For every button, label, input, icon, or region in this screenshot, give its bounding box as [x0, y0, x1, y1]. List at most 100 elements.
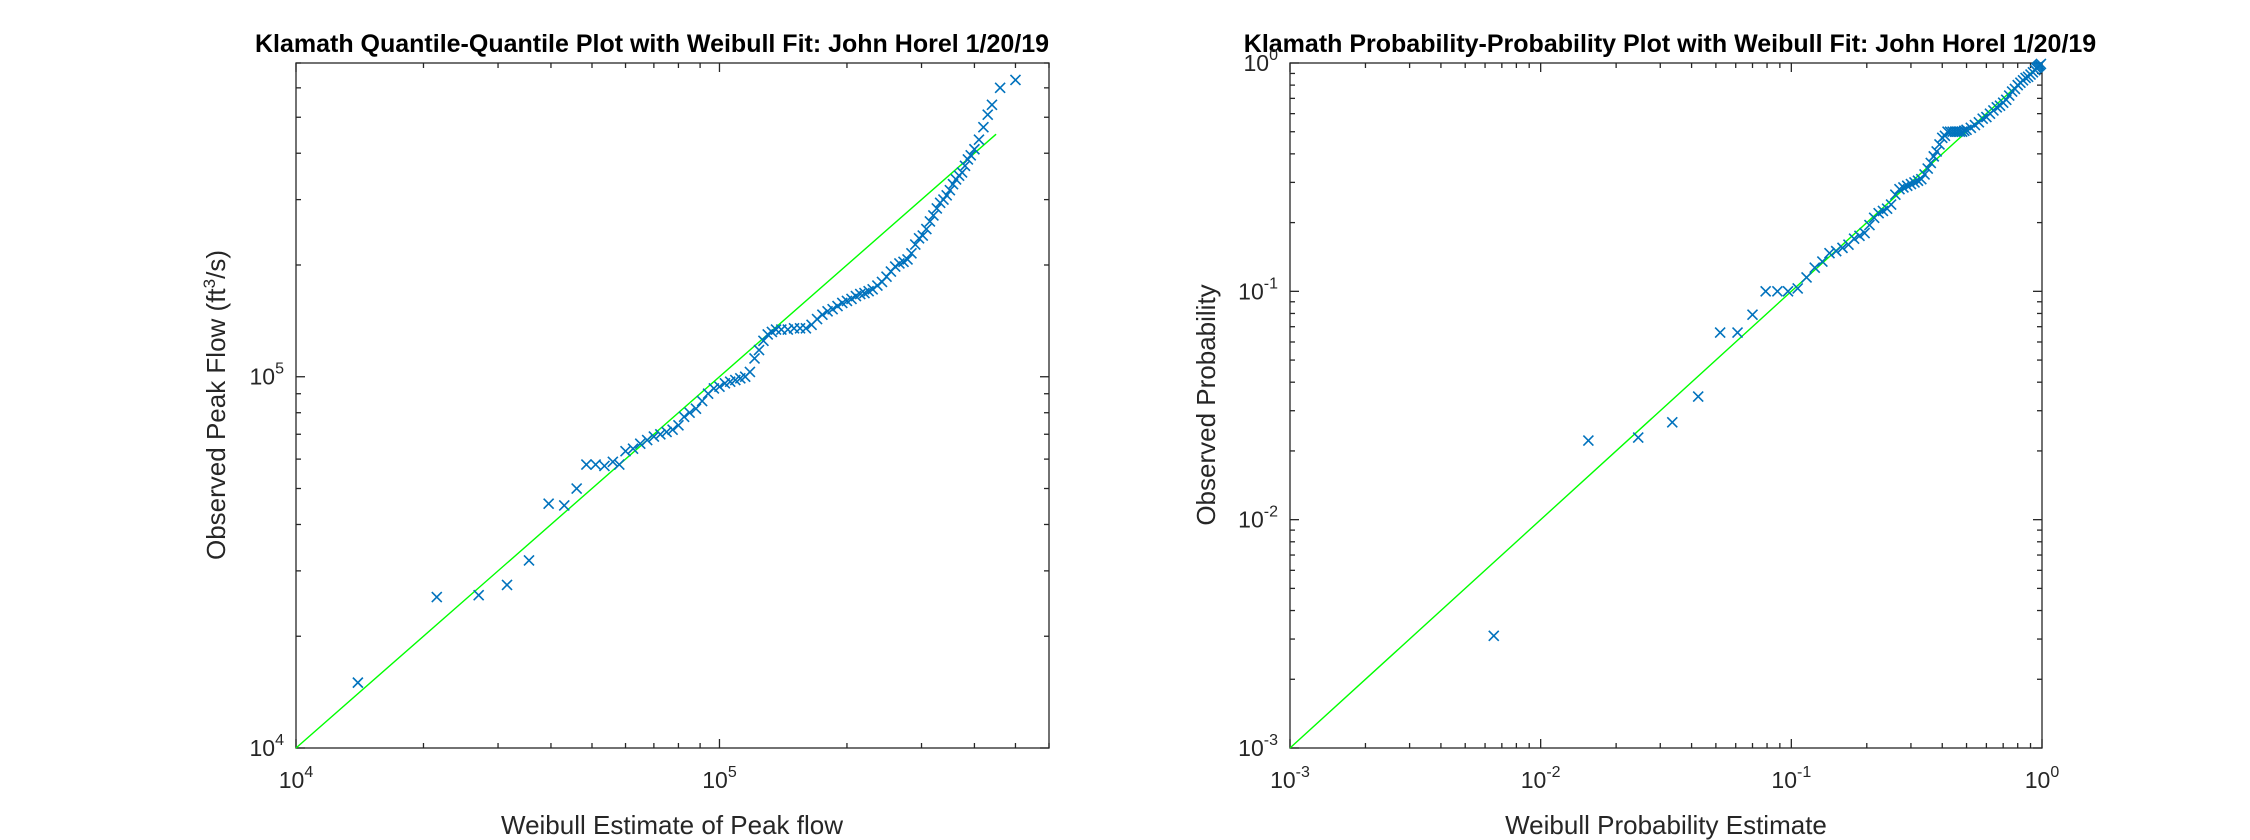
undefined-y-tick-label: 105	[250, 361, 285, 390]
undefined-data-point	[744, 366, 756, 378]
undefined-data-point	[627, 443, 639, 455]
undefined-data-point	[1809, 262, 1821, 274]
undefined-data-point	[672, 419, 685, 431]
undefined-data-point	[713, 381, 726, 393]
undefined-data-point	[634, 438, 646, 450]
undefined-data-point	[968, 143, 980, 155]
undefined-data-point	[927, 209, 939, 221]
undefined-data-point	[757, 335, 769, 347]
qq-plot-ticks: 104 105 104 105	[250, 62, 1050, 793]
undefined-data-point	[473, 589, 485, 601]
undefined-data-point	[831, 300, 844, 312]
undefined-data-point	[956, 166, 968, 179]
undefined-data-point	[580, 459, 592, 471]
undefined-data-point	[1746, 309, 1759, 321]
undefined-data-point	[619, 445, 632, 457]
qq-y-axis-label-sup: 3	[200, 279, 219, 288]
undefined-data-point	[2020, 72, 2032, 84]
undefined-data-point	[543, 498, 555, 510]
undefined-data-point	[1991, 101, 2003, 113]
undefined-data-point	[523, 554, 535, 567]
undefined-data-point	[1977, 113, 1989, 125]
undefined-y-tick-label: 10-3	[1238, 732, 1278, 761]
undefined-data-point	[770, 323, 782, 336]
undefined-data-point	[931, 202, 943, 215]
pp-plot-axes-frame	[1289, 62, 2043, 749]
undefined-data-point	[982, 109, 994, 121]
undefined-data-point	[816, 309, 828, 321]
qq-plot-axes-frame	[295, 62, 1050, 749]
undefined-data-point	[1488, 630, 1500, 642]
undefined-x-tick-label: 104	[279, 764, 314, 793]
pp-plot: Klamath Probability-Probability Plot wit…	[1191, 30, 2096, 840]
undefined-x-tick-label: 100	[2025, 764, 2060, 793]
undefined-data-point	[1848, 233, 1860, 245]
undefined-data-point	[854, 288, 866, 300]
undefined-data-point	[901, 253, 914, 266]
qq-y-axis-label-main: Observed Peak Flow (ft	[201, 288, 231, 560]
undefined-data-point	[1918, 168, 1931, 181]
undefined-data-point	[1782, 285, 1794, 297]
undefined-data-point	[1905, 178, 1917, 190]
undefined-data-point	[944, 184, 956, 196]
undefined-data-point	[352, 677, 364, 689]
undefined-data-point	[654, 428, 666, 440]
undefined-data-point	[696, 395, 708, 407]
undefined-data-point	[827, 303, 839, 315]
undefined-data-point	[1885, 198, 1897, 211]
undefined-data-point	[678, 411, 690, 423]
undefined-data-point	[1800, 271, 1813, 284]
undefined-data-point	[1714, 326, 1726, 339]
undefined-data-point	[1922, 162, 1934, 175]
undefined-data-point	[1816, 256, 1828, 268]
undefined-data-point	[1958, 125, 1970, 137]
undefined-data-point	[1760, 285, 1772, 297]
undefined-data-point	[947, 178, 959, 190]
undefined-data-point	[1853, 230, 1866, 242]
qq-x-axis-label: Weibull Estimate of Peak flow	[501, 810, 843, 840]
undefined-data-point	[1731, 326, 1744, 339]
undefined-data-point	[1692, 391, 1704, 403]
undefined-data-point	[800, 322, 812, 334]
undefined-data-point	[1915, 173, 1927, 185]
undefined-data-point	[613, 459, 625, 471]
pp-plot-title: Klamath Probability-Probability Plot wit…	[1244, 30, 2096, 58]
undefined-x-tick-label: 105	[702, 764, 737, 793]
undefined-data-point	[1632, 431, 1644, 444]
undefined-data-point	[1771, 285, 1783, 297]
undefined-data-point	[917, 230, 929, 242]
undefined-data-point	[607, 456, 619, 468]
undefined-data-point	[794, 322, 806, 334]
undefined-data-point	[1901, 180, 1913, 192]
undefined-data-point	[1830, 245, 1842, 257]
undefined-data-point	[1931, 145, 1943, 157]
undefined-data-point	[965, 149, 977, 161]
qq-plot: Klamath Quantile-Quantile Plot with Weib…	[200, 30, 1050, 840]
qq-y-axis-label: Observed Peak Flow (ft3/s)	[200, 250, 231, 560]
undefined-data-point	[431, 591, 443, 603]
undefined-data-point	[1836, 242, 1849, 254]
undefined-data-point	[648, 431, 660, 443]
undefined-data-point	[941, 189, 953, 201]
undefined-data-point	[2035, 58, 2047, 70]
undefined-data-point	[501, 579, 513, 591]
undefined-data-point	[641, 434, 653, 446]
undefined-x-tick-label: 10-3	[1270, 764, 1310, 793]
undefined-data-point	[1925, 157, 1937, 169]
undefined-data-point	[1954, 126, 1966, 138]
undefined-data-point	[660, 426, 673, 438]
undefined-y-tick-label: 10-2	[1238, 504, 1278, 533]
undefined-data-point	[598, 460, 611, 472]
undefined-data-point	[905, 247, 918, 259]
qq-plot-title: Klamath Quantile-Quantile Plot with Weib…	[255, 30, 1049, 58]
undefined-x-tick-label: 10-2	[1521, 764, 1561, 793]
undefined-y-tick-label: 100	[1244, 47, 1279, 76]
undefined-data-point	[909, 239, 921, 251]
undefined-data-point	[1582, 435, 1594, 447]
undefined-data-point	[753, 344, 765, 356]
undefined-data-point	[1823, 247, 1836, 259]
pp-fit-line	[1289, 62, 2043, 749]
undefined-data-point	[924, 215, 936, 228]
undefined-data-point	[973, 134, 985, 146]
